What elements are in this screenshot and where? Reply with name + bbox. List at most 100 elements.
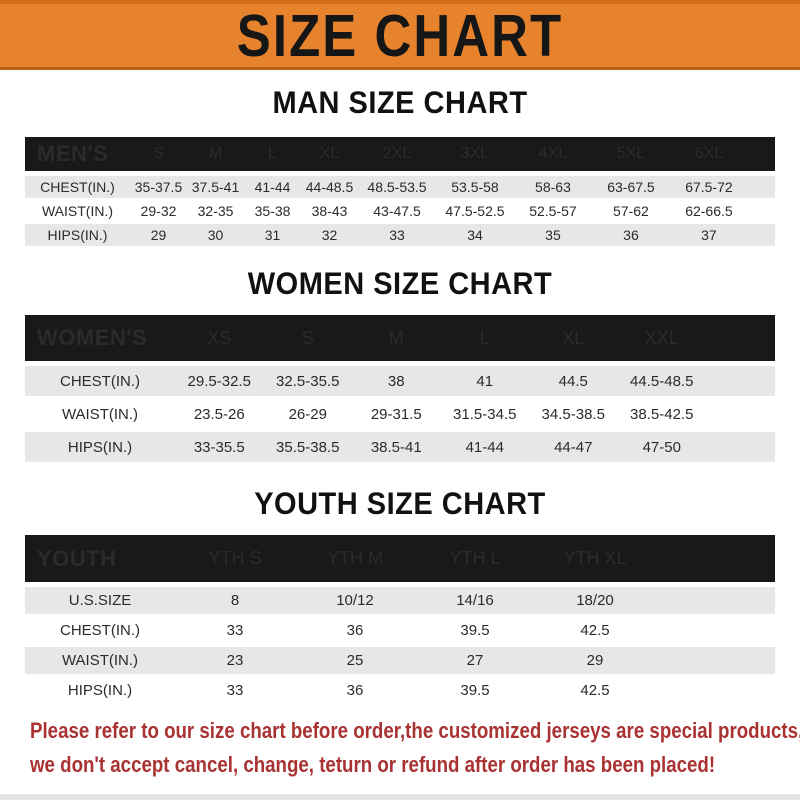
cell-value: 58-63 [535, 179, 571, 195]
column-header: L [479, 327, 490, 348]
section-title: YOUTH SIZE CHART [254, 486, 546, 522]
cell-value: 33 [389, 227, 405, 243]
cell-value: 29 [150, 227, 167, 243]
row-label: WAIST(IN.) [61, 652, 139, 669]
size-chart-banner: SIZE CHART [0, 0, 800, 70]
cell-value: 29 [586, 652, 604, 669]
cell-value: 34.5-38.5 [541, 405, 605, 423]
cell-value: 39.5 [460, 622, 490, 639]
table-row: HIPS(IN.) 29 30 31 32 33 34 35 36 37 [25, 224, 775, 246]
column-header: 5XL [616, 145, 646, 162]
table-header-row: MEN'S S M L XL 2XL 3XL 4XL 5XL 6XL [25, 137, 775, 171]
charts-container: MAN SIZE CHART MEN'S S M L XL 2XL 3XL 4XL 5XL 6XL C… [0, 85, 800, 704]
cell-value: 41 [476, 372, 494, 390]
row-label: HIPS(IN.) [67, 438, 133, 456]
row-label: WAIST(IN.) [41, 203, 114, 219]
cell-value: 8 [230, 592, 240, 609]
cell-value: 43-47.5 [373, 203, 421, 219]
disclaimer: Please refer to our size chart before or… [0, 714, 800, 782]
man-size-chart-table: MEN'S S M L XL 2XL 3XL 4XL 5XL 6XL CHEST(IN.) 35-37… [25, 137, 775, 246]
cell-value: 30 [207, 227, 224, 243]
column-header: 2XL [382, 145, 412, 162]
table-row: CHEST(IN.) 35-37.5 37.5-41 41-44 44-48.5 48.5… [25, 176, 775, 198]
banner-title: SIZE CHART [236, 2, 564, 69]
cell-value: 33 [226, 682, 244, 699]
cell-value: 41-44 [254, 179, 291, 195]
cell-value: 42.5 [580, 622, 610, 639]
cell-value: 18/20 [576, 592, 614, 609]
column-header: S [153, 145, 164, 162]
column-header: 6XL [694, 145, 724, 162]
cell-value: 47-50 [642, 438, 681, 456]
column-header: S [301, 327, 314, 348]
cell-value: 38.5-42.5 [630, 405, 694, 423]
cell-value: 37.5-41 [191, 179, 240, 195]
section-title: WOMEN SIZE CHART [247, 266, 553, 302]
cell-value: 32-35 [197, 203, 234, 219]
table-row: HIPS(IN.) 33-35.5 35.5-38.5 38.5-41 41-44 44-… [25, 432, 775, 462]
column-header: XS [207, 327, 232, 348]
row-label: WAIST(IN.) [61, 405, 139, 423]
cell-value: 36 [623, 227, 639, 243]
table-row: WAIST(IN.) 29-32 32-35 35-38 38-43 43-47.5 47.… [25, 200, 775, 222]
row-label: CHEST(IN.) [40, 179, 115, 195]
column-header: YTH XL [563, 548, 627, 568]
women-size-chart-table: WOMEN'S XS S M L XL XXL CHEST(IN.) 29.5-32.5 32.5… [25, 315, 775, 462]
cell-value: 32.5-35.5 [276, 372, 340, 390]
cell-value: 32 [321, 227, 338, 243]
cell-value: 36 [346, 622, 364, 639]
table-row: WAIST(IN.) 23 25 27 29 [25, 647, 775, 674]
bottom-edge-strip [0, 794, 800, 800]
table-row: U.S.SIZE 8 10/12 14/16 18/20 [25, 587, 775, 614]
row-label: U.S.SIZE [68, 592, 132, 609]
cell-value: 36 [346, 682, 364, 699]
cell-value: 37 [701, 227, 717, 243]
cell-value: 26-29 [288, 405, 327, 423]
cell-value: 35.5-38.5 [276, 438, 340, 456]
cell-value: 44-48.5 [305, 179, 354, 195]
women-size-chart-section: WOMEN SIZE CHART WOMEN'S XS S M L XL XXL CHEST(I… [0, 266, 800, 462]
youth-size-chart-table: YOUTH YTH S YTH M YTH L YTH XL U.S.SIZE 8 10/12… [25, 535, 775, 704]
table-corner-label: YOUTH [37, 545, 117, 571]
cell-value: 29-32 [140, 203, 177, 219]
cell-value: 67.5-72 [685, 179, 733, 195]
cell-value: 38.5-41 [370, 438, 422, 456]
cell-value: 53.5-58 [451, 179, 499, 195]
youth-size-chart-section: YOUTH SIZE CHART YOUTH YTH S YTH M YTH L YTH … [0, 486, 800, 704]
column-header: YTH S [208, 548, 262, 568]
cell-value: 38 [387, 372, 405, 390]
column-header: YTH M [327, 548, 383, 568]
disclaimer-line-1: Please refer to our size chart before or… [30, 718, 800, 743]
column-header: L [268, 145, 277, 162]
table-header-row: WOMEN'S XS S M L XL XXL [25, 315, 775, 361]
cell-value: 62-66.5 [685, 203, 733, 219]
cell-value: 33 [226, 622, 244, 639]
man-size-chart-section: MAN SIZE CHART MEN'S S M L XL 2XL 3XL 4XL 5XL 6XL C… [0, 85, 800, 246]
table-row: WAIST(IN.) 23.5-26 26-29 29-31.5 31.5-34.5 34… [25, 399, 775, 429]
cell-value: 57-62 [613, 203, 649, 219]
cell-value: 33-35.5 [193, 438, 245, 456]
cell-value: 29.5-32.5 [187, 372, 251, 390]
cell-value: 48.5-53.5 [367, 179, 427, 195]
cell-value: 14/16 [456, 592, 494, 609]
row-label: CHEST(IN.) [60, 622, 140, 639]
column-header: 3XL [460, 145, 490, 162]
cell-value: 35-38 [254, 203, 291, 219]
cell-value: 10/12 [336, 592, 374, 609]
cell-value: 29-31.5 [370, 405, 422, 423]
column-header: XXL [644, 327, 679, 348]
cell-value: 25 [346, 652, 364, 669]
column-header: M [388, 327, 404, 348]
cell-value: 27 [466, 652, 484, 669]
cell-value: 31 [264, 227, 281, 243]
column-header: XL [319, 145, 340, 162]
cell-value: 44-47 [554, 438, 593, 456]
cell-value: 31.5-34.5 [453, 405, 517, 423]
row-label: HIPS(IN.) [67, 682, 133, 699]
cell-value: 35-37.5 [134, 179, 183, 195]
cell-value: 35 [545, 227, 561, 243]
cell-value: 52.5-57 [529, 203, 577, 219]
disclaimer-line-2: we don't accept cancel, change, teturn o… [30, 752, 716, 777]
section-title: MAN SIZE CHART [272, 85, 528, 121]
